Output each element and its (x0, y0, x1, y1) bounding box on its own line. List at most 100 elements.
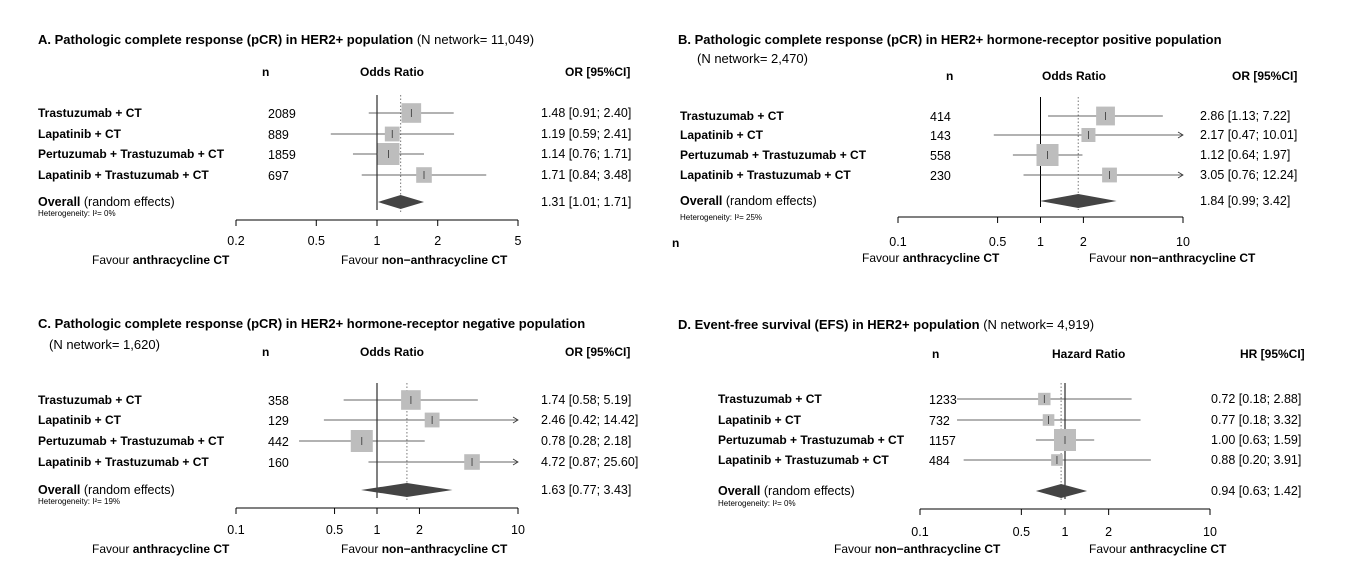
panel-d-overall-ci: 0.94 [0.63; 1.42] (1211, 484, 1301, 498)
panel-d-x-tick-label: 10 (1203, 525, 1217, 539)
panel-b-overall-diamond (1039, 194, 1117, 208)
panel-d-row-n: 1157 (929, 434, 956, 448)
panel-b-measure-header: Odds Ratio (1042, 69, 1106, 83)
panel-b-title-line2: (N network= 2,470) (697, 51, 808, 66)
panel-a-x-tick-label: 2 (434, 234, 441, 248)
panel-a-favour-right-part2: non−anthracycline CT (382, 253, 508, 267)
panel-d-row-label: Lapatinib + Trastuzumab + CT (718, 453, 889, 467)
panel-d-favour-right-part1: Favour (1089, 542, 1130, 556)
panel-c-overall-label-part1: Overall (38, 483, 80, 497)
panel-a-overall-diamond (377, 195, 425, 209)
panel-d-title-part2: (N network= 4,919) (980, 317, 1095, 332)
panel-b-favour-left-part1: Favour (862, 251, 903, 265)
panel-b-row-ci: 2.86 [1.13; 7.22] (1200, 109, 1290, 123)
panel-c-ci-header: OR [95%CI] (565, 345, 630, 359)
panel-d-overall-diamond (1035, 484, 1088, 498)
panel-b-favour-right-part1: Favour (1089, 251, 1130, 265)
panel-c-ci-arrow (512, 458, 519, 466)
panel-a-favour-right: Favour non−anthracycline CT (341, 253, 508, 267)
panel-d-title-part1: D. Event-free survival (EFS) in HER2+ po… (678, 317, 980, 332)
panel-a-n-header: n (262, 65, 269, 79)
panel-c-title-part1: C. Pathologic complete response (pCR) in… (38, 316, 585, 331)
panel-c-row-n: 160 (268, 456, 289, 470)
panel-c-overall-ci: 1.63 [0.77; 3.43] (541, 483, 631, 497)
panel-c-x-tick-label: 1 (374, 523, 381, 537)
panel-c-ci-arrow (512, 416, 519, 424)
panel-b-title: B. Pathologic complete response (pCR) in… (678, 32, 1222, 47)
panel-c-row-n: 442 (268, 435, 289, 449)
panel-a-row-ci: 1.19 [0.59; 2.41] (541, 127, 631, 141)
panel-a-row-n: 697 (268, 169, 289, 183)
panel-c-favour-right: Favour non−anthracycline CT (341, 542, 508, 556)
panel-c-overall-label: Overall (random effects) (38, 483, 175, 497)
panel-c-heterogeneity: Heterogeneity: I²= 19% (38, 497, 120, 506)
panel-b-row-n: 143 (930, 129, 951, 143)
panel-b-favour-left: Favour anthracycline CT (862, 251, 1000, 265)
panel-c-row-label: Lapatinib + CT (38, 413, 122, 427)
panel-c-favour-left-part1: Favour (92, 542, 133, 556)
panel-b-n-header: n (946, 69, 953, 83)
panel-c-row-ci: 1.74 [0.58; 5.19] (541, 393, 631, 407)
panel-a-heterogeneity: Heterogeneity: I²= 0% (38, 209, 116, 218)
panel-c-overall-diamond (360, 483, 453, 497)
panel-d-row-label: Lapatinib + CT (718, 413, 802, 427)
panel-b-row-label: Trastuzumab + CT (680, 109, 784, 123)
panel-b-overall-ci: 1.84 [0.99; 3.42] (1200, 194, 1290, 208)
panel-a-row-n: 1859 (268, 148, 296, 162)
panel-a-row-ci: 1.71 [0.84; 3.48] (541, 168, 631, 182)
panel-b-row-label: Pertuzumab + Trastuzumab + CT (680, 148, 867, 162)
panel-d-row-ci: 0.88 [0.20; 3.91] (1211, 453, 1301, 467)
panel-a-x-tick-label: 1 (374, 234, 381, 248)
panel-a-row-label: Lapatinib + Trastuzumab + CT (38, 168, 209, 182)
panel-b-x-tick-label: 10 (1176, 235, 1190, 249)
panel-d-favour-right: Favour anthracycline CT (1089, 542, 1227, 556)
panel-c-favour-left-part2: anthracycline CT (133, 542, 230, 556)
panel-c-x-tick-label: 0.5 (326, 523, 343, 537)
panel-d-row-ci: 1.00 [0.63; 1.59] (1211, 433, 1301, 447)
panel-a-title-part2: (N network= 11,049) (413, 32, 534, 47)
panel-a-x-tick-label: 0.2 (227, 234, 244, 248)
panel-c-row-ci: 4.72 [0.87; 25.60] (541, 455, 638, 469)
panel-a-x-tick-label: 5 (515, 234, 522, 248)
panel-b-overall-label: Overall (random effects) (680, 194, 817, 208)
panel-d-x-tick-label: 2 (1105, 525, 1112, 539)
panel-b-x-tick-label: 0.1 (889, 235, 906, 249)
panel-b-overall-label-part2: (random effects) (722, 194, 816, 208)
panel-b-row-label: Lapatinib + Trastuzumab + CT (680, 168, 851, 182)
panel-a-overall-label-part2: (random effects) (80, 195, 174, 209)
panel-c-row-n: 358 (268, 394, 289, 408)
panel-b-row-n: 230 (930, 169, 951, 183)
panel-b-favour-right-part2: non−anthracycline CT (1130, 251, 1256, 265)
panel-a-favour-left-part1: Favour (92, 253, 133, 267)
panel-a-title: A. Pathologic complete response (pCR) in… (38, 32, 534, 47)
panel-a-row-label: Trastuzumab + CT (38, 106, 142, 120)
panel-c-measure-header: Odds Ratio (360, 345, 424, 359)
panel-d-favour-left-part1: Favour (834, 542, 875, 556)
panel-d-row-ci: 0.77 [0.18; 3.32] (1211, 413, 1301, 427)
panel-d-measure-header: Hazard Ratio (1052, 347, 1125, 361)
panel-a-title-part1: A. Pathologic complete response (pCR) in… (38, 32, 413, 47)
panel-b-overall-label-part1: Overall (680, 194, 722, 208)
panel-b-row-ci: 1.12 [0.64; 1.97] (1200, 148, 1290, 162)
panel-d-n-header: n (932, 347, 939, 361)
panel-c-favour-right-part1: Favour (341, 542, 382, 556)
panel-a-favour-left: Favour anthracycline CT (92, 253, 230, 267)
panel-b-row-ci: 2.17 [0.47; 10.01] (1200, 128, 1297, 142)
panel-b-x-tick-label: 1 (1037, 235, 1044, 249)
panel-c-n-header: n (262, 345, 269, 359)
panel-b-ci-header: OR [95%CI] (1232, 69, 1297, 83)
panel-b-x-tick-label: 0.5 (989, 235, 1006, 249)
orphan-column-label: n (672, 236, 679, 250)
panel-c-row-ci: 0.78 [0.28; 2.18] (541, 434, 631, 448)
panel-b-ci-arrow (1177, 131, 1184, 139)
panel-d-heterogeneity: Heterogeneity: I²= 0% (718, 499, 796, 508)
panel-a-favour-left-part2: anthracycline CT (133, 253, 230, 267)
panel-c-title: C. Pathologic complete response (pCR) in… (38, 316, 585, 331)
panel-b-ci-arrow (1177, 171, 1184, 179)
panel-d-x-tick-label: 0.1 (911, 525, 928, 539)
panel-b-row-n: 414 (930, 110, 951, 124)
panel-a-overall-ci: 1.31 [1.01; 1.71] (541, 195, 631, 209)
panel-d-overall-label: Overall (random effects) (718, 484, 855, 498)
panel-c-overall-label-part2: (random effects) (80, 483, 174, 497)
panel-d-row-ci: 0.72 [0.18; 2.88] (1211, 392, 1301, 406)
